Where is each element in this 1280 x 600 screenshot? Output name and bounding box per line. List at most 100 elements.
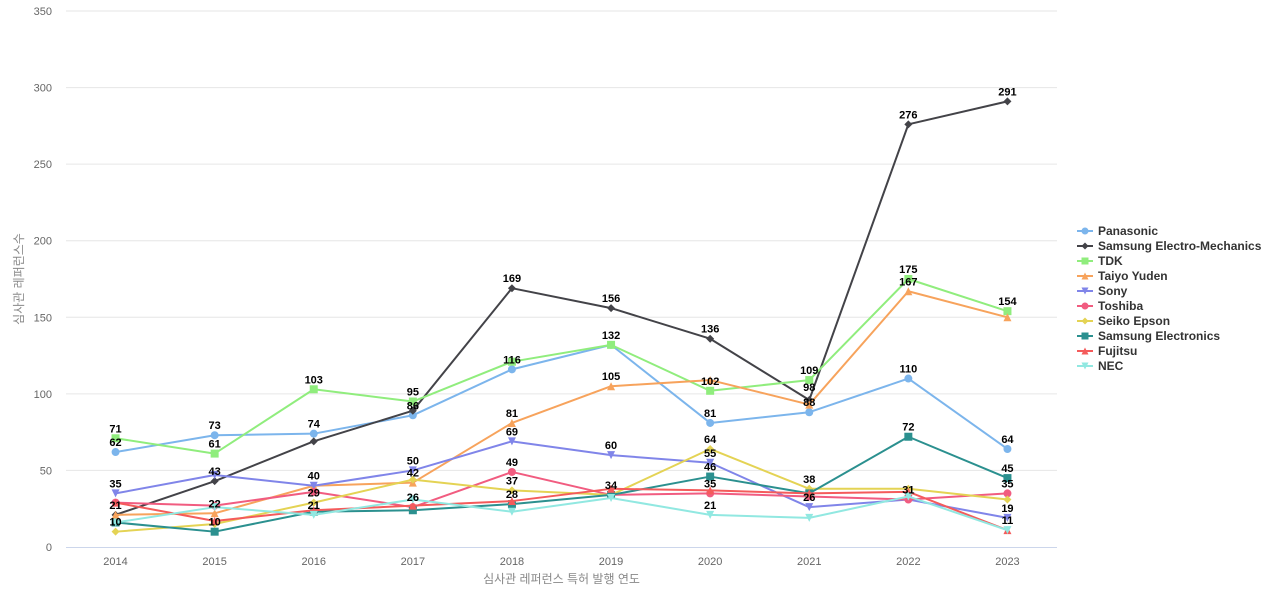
legend-item[interactable]: Panasonic xyxy=(1077,224,1158,238)
data-point[interactable] xyxy=(507,467,516,476)
data-point[interactable] xyxy=(607,340,616,349)
data-point[interactable] xyxy=(607,451,616,460)
data-point[interactable] xyxy=(805,489,814,498)
legend-item[interactable]: Toshiba xyxy=(1077,299,1143,313)
legend-item[interactable]: Taiyo Yuden xyxy=(1077,269,1168,283)
data-point[interactable] xyxy=(408,397,417,406)
data-point[interactable] xyxy=(309,481,318,490)
data-point[interactable] xyxy=(309,498,318,507)
data-point[interactable] xyxy=(408,506,417,515)
data-point[interactable] xyxy=(111,489,120,498)
series-nec[interactable] xyxy=(111,492,1012,535)
data-point[interactable] xyxy=(111,498,120,507)
data-point[interactable] xyxy=(904,492,913,501)
data-point[interactable] xyxy=(1003,313,1012,322)
data-point[interactable] xyxy=(706,376,715,385)
data-label: 40 xyxy=(308,471,320,483)
data-point[interactable] xyxy=(210,471,219,480)
data-point[interactable] xyxy=(904,275,913,283)
data-point[interactable] xyxy=(408,406,417,415)
data-point[interactable] xyxy=(607,484,616,493)
data-point[interactable] xyxy=(507,486,516,495)
legend-item[interactable]: Samsung Electro-Mechanics xyxy=(1077,239,1262,253)
data-point[interactable] xyxy=(408,466,417,475)
data-point[interactable] xyxy=(507,497,516,506)
data-point[interactable] xyxy=(507,418,516,427)
data-point[interactable] xyxy=(210,431,219,440)
data-label: 73 xyxy=(209,420,221,432)
data-point[interactable] xyxy=(805,513,814,522)
data-point[interactable] xyxy=(805,503,814,512)
data-point[interactable] xyxy=(706,472,715,481)
data-point[interactable] xyxy=(1003,513,1012,522)
data-point[interactable] xyxy=(706,510,715,519)
data-point[interactable] xyxy=(507,365,516,374)
data-point[interactable] xyxy=(1003,526,1012,535)
data-point[interactable] xyxy=(706,334,715,343)
data-point[interactable] xyxy=(309,429,318,438)
data-point[interactable] xyxy=(507,357,516,366)
series-group xyxy=(111,97,1012,536)
data-label: 10 xyxy=(109,517,121,529)
series-seiko-epson[interactable] xyxy=(111,444,1012,536)
series-panasonic[interactable] xyxy=(111,340,1012,457)
data-point[interactable] xyxy=(607,493,616,502)
data-point[interactable] xyxy=(309,487,318,496)
legend-item[interactable]: NEC xyxy=(1077,359,1124,373)
series-line xyxy=(115,435,1008,533)
series-tdk[interactable] xyxy=(111,275,1012,458)
data-point[interactable] xyxy=(111,510,120,519)
legend-item[interactable]: Fujitsu xyxy=(1077,344,1137,358)
data-point[interactable] xyxy=(309,510,318,519)
data-point[interactable] xyxy=(904,374,913,383)
data-point[interactable] xyxy=(706,386,715,395)
data-point[interactable] xyxy=(904,287,913,296)
data-point[interactable] xyxy=(904,120,913,129)
data-point[interactable] xyxy=(1003,444,1012,453)
data-point[interactable] xyxy=(408,411,417,420)
legend-item[interactable]: Sony xyxy=(1077,284,1128,298)
data-point[interactable] xyxy=(309,385,318,394)
data-point[interactable] xyxy=(210,527,219,536)
data-point[interactable] xyxy=(111,434,120,443)
data-label: 71 xyxy=(109,423,121,435)
data-point[interactable] xyxy=(111,518,120,527)
data-point[interactable] xyxy=(408,501,417,510)
data-point[interactable] xyxy=(706,458,715,467)
data-point[interactable] xyxy=(607,304,616,313)
data-point[interactable] xyxy=(1003,489,1012,498)
data-point[interactable] xyxy=(210,503,219,512)
data-point[interactable] xyxy=(507,437,516,446)
legend-item[interactable]: Seiko Epson xyxy=(1077,314,1170,328)
data-point[interactable] xyxy=(210,477,219,486)
data-point[interactable] xyxy=(1003,97,1012,106)
data-point[interactable] xyxy=(408,475,417,484)
data-point[interactable] xyxy=(805,400,814,409)
data-point[interactable] xyxy=(607,382,616,391)
data-point[interactable] xyxy=(507,284,516,293)
series-samsung-electro-mechanics[interactable] xyxy=(111,97,1012,519)
data-point[interactable] xyxy=(706,486,715,495)
data-label: 28 xyxy=(506,489,518,501)
legend-item[interactable]: Samsung Electronics xyxy=(1077,329,1220,343)
data-point[interactable] xyxy=(309,437,318,446)
data-point[interactable] xyxy=(805,376,814,385)
data-point[interactable] xyxy=(507,507,516,516)
data-point[interactable] xyxy=(408,495,417,504)
data-point[interactable] xyxy=(210,516,219,525)
data-point[interactable] xyxy=(210,509,219,518)
data-point[interactable] xyxy=(904,432,913,441)
legend-item[interactable]: TDK xyxy=(1077,254,1123,268)
data-point[interactable] xyxy=(706,444,715,453)
data-point[interactable] xyxy=(706,418,715,427)
data-point[interactable] xyxy=(1003,495,1012,504)
y-tick-label: 150 xyxy=(34,312,52,324)
data-label: 116 xyxy=(503,354,521,366)
data-point[interactable] xyxy=(111,448,120,457)
data-point[interactable] xyxy=(111,527,120,536)
data-point[interactable] xyxy=(805,408,814,417)
data-point[interactable] xyxy=(1003,474,1012,483)
data-point[interactable] xyxy=(1003,307,1012,316)
data-point[interactable] xyxy=(210,449,219,458)
